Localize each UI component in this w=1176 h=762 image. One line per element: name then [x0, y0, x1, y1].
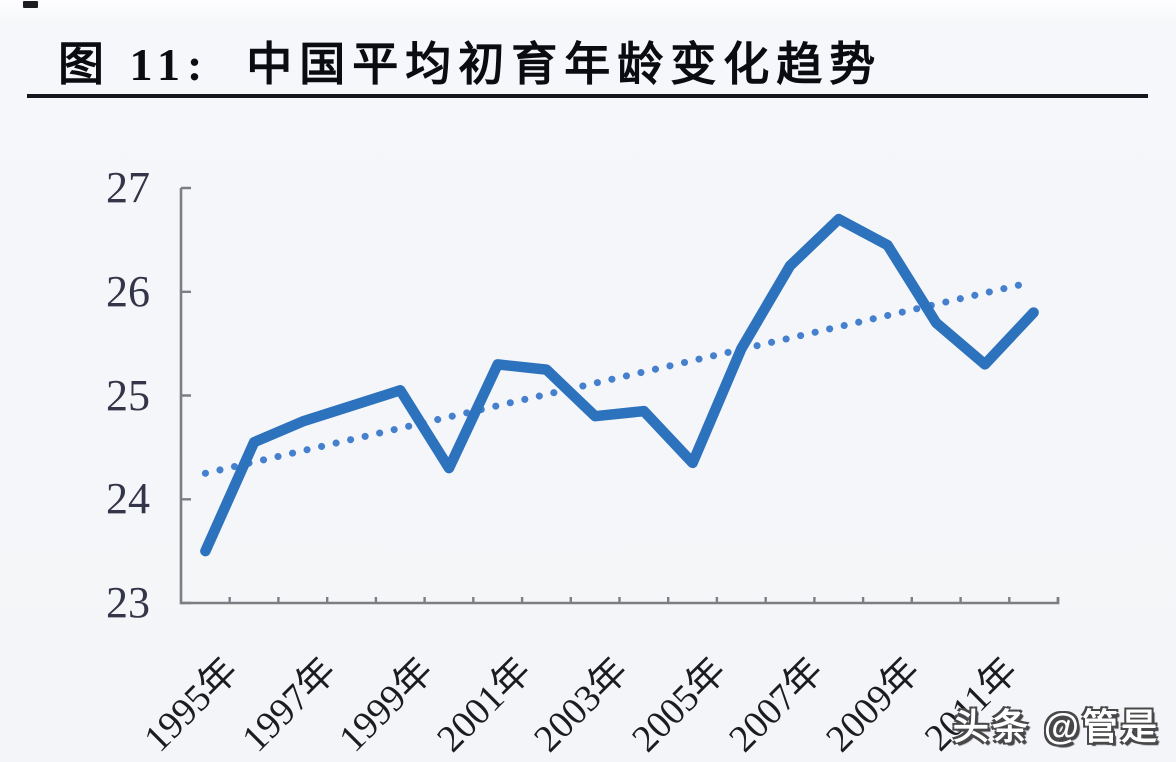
axis-lines — [179, 188, 1060, 605]
data-solid-line — [200, 213, 1039, 557]
y-axis-label: 27 — [106, 163, 150, 212]
y-axis-label: 24 — [106, 474, 150, 523]
trend-dotted-line — [201, 281, 1026, 477]
y-axis-label: 23 — [106, 578, 150, 627]
y-axis-label: 26 — [106, 267, 150, 316]
figure-title: 图 11: 中国平均初育年龄变化趋势 — [58, 39, 883, 90]
watermark: 头条 @管是 — [952, 706, 1160, 747]
axis-tick-marks — [181, 186, 1060, 605]
title-divider-rule — [27, 94, 1148, 98]
y-axis-label: 25 — [106, 371, 150, 420]
crop-artifact-mark — [23, 1, 38, 8]
